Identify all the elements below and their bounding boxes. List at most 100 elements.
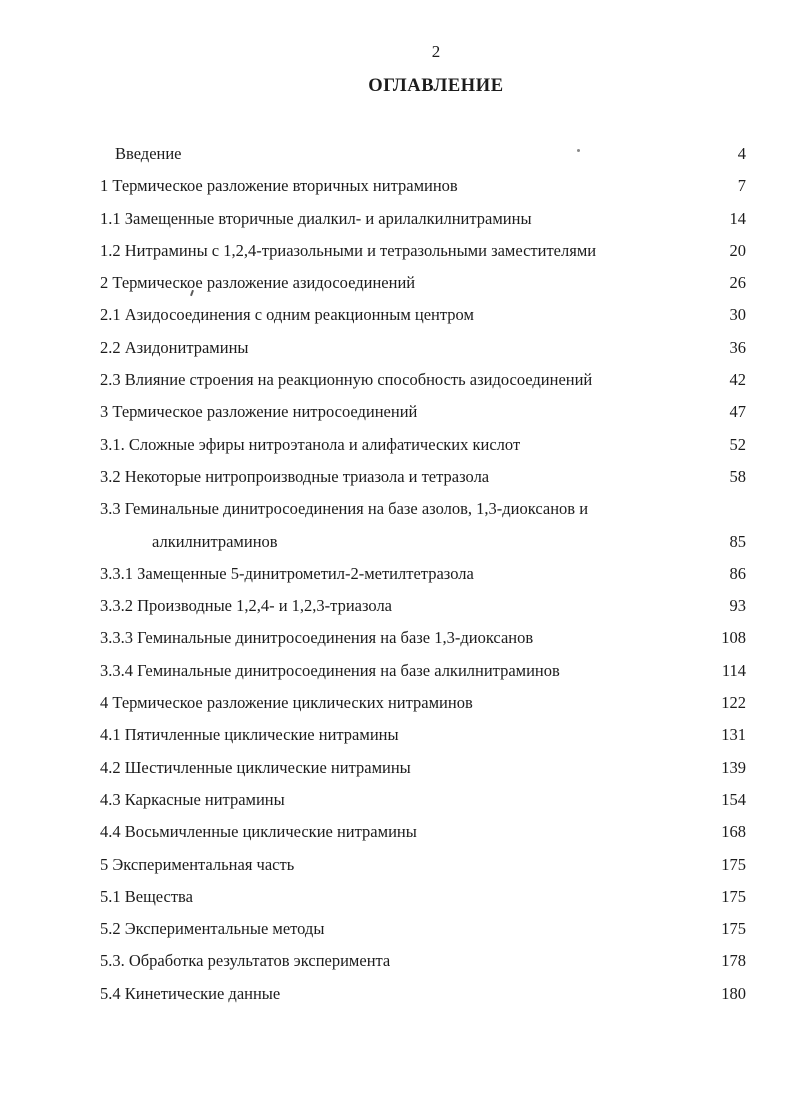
toc-entry-text: 5.2 Экспериментальные методы: [100, 919, 325, 939]
toc-entry: 2.2 Азидонитрамины 36: [100, 332, 746, 364]
toc-entry: 1.2 Нитрамины с 1,2,4-триазольными и тет…: [100, 235, 746, 267]
toc-entry-label: 3.3.4 Геминальные динитросоединения на б…: [100, 655, 712, 687]
toc-entry: 5 Экспериментальная часть 175: [100, 849, 746, 881]
toc-entry-text: 3.2 Некоторые нитропроизводные триазола …: [100, 466, 490, 486]
toc-entry: 1 Термическое разложение вторичных нитра…: [100, 170, 746, 202]
toc-entry-text: 2 Термическое разложение азидосоединений: [100, 273, 416, 293]
toc-entry-text: Введение: [115, 144, 182, 163]
toc-entry-page: 52: [729, 434, 747, 454]
toc-entry-label: 4.1 Пятичленные циклические нитрамины: [100, 719, 711, 751]
toc-entry-label: 3.3.1 Замещенные 5-динитрометил-2-метилт…: [100, 558, 720, 590]
toc-entry-page: 20: [729, 240, 747, 260]
toc-entry: 2.3 Влияние строения на реакционную спос…: [100, 364, 746, 396]
toc-entry: 2 Термическое разложение азидосоединений…: [100, 267, 746, 299]
toc-entry-text: 3 Термическое разложение нитросоединений: [100, 402, 418, 422]
toc-entry-label: 5.1 Вещества: [100, 881, 711, 913]
toc-entry-page: 85: [729, 531, 747, 551]
toc-entry-text: 4 Термическое разложение циклических нит…: [100, 693, 473, 713]
toc-entry-text: 1.1 Замещенные вторичные диалкил- и арил…: [100, 208, 532, 228]
toc-entry-text: 4.4 Восьмичленные циклические нитрамины: [100, 822, 417, 842]
toc-entry-page: 26: [729, 273, 747, 293]
toc-entry-page: 168: [721, 822, 746, 842]
toc-entry-label: 3.3.2 Производные 1,2,4- и 1,2,3-триазол…: [100, 590, 720, 622]
toc-entry-page: 139: [721, 757, 746, 777]
toc-entry-text: 3.1. Сложные эфиры нитроэтанола и алифат…: [100, 434, 521, 454]
toc-entry-label: 4.4 Восьмичленные циклические нитрамины: [100, 816, 711, 848]
toc-entry: 3.3.3 Геминальные динитросоединения на б…: [100, 622, 746, 654]
toc-entry: 1.1 Замещенные вторичные диалкил- и арил…: [100, 203, 746, 235]
toc-entry-label: 1.1 Замещенные вторичные диалкил- и арил…: [100, 203, 720, 235]
toc-entry-label: 2.3 Влияние строения на реакционную спос…: [100, 364, 720, 396]
toc-entry-page: 47: [729, 402, 747, 422]
toc-entry-text: 3.3.4 Геминальные динитросоединения на б…: [100, 660, 560, 680]
toc-entry: 2.1 Азидосоединения с одним реакционным …: [100, 299, 746, 331]
toc-entry: 4.4 Восьмичленные циклические нитрамины …: [100, 816, 746, 848]
toc-entry-text: 4.2 Шестичленные циклические нитрамины: [100, 757, 411, 777]
toc-entry-page: 42: [729, 370, 747, 390]
toc-entry: 3.3 Геминальные динитросоединения на баз…: [100, 493, 746, 558]
toc-entry-page: 154: [721, 789, 746, 809]
toc-entry: 5.3. Обработка результатов эксперимента …: [100, 945, 746, 977]
toc-entry-text: 2.2 Азидонитрамины: [100, 337, 249, 357]
toc-entry-text: 5.3. Обработка результатов эксперимента: [100, 951, 391, 971]
toc-entry-label: 4.2 Шестичленные циклические нитрамины: [100, 752, 711, 784]
toc-entry-label: 5.2 Экспериментальные методы: [100, 913, 711, 945]
toc-entry-label: 5.3. Обработка результатов эксперимента: [100, 945, 711, 977]
toc-entry-page: 36: [729, 337, 747, 357]
toc-entry-label: 3.2 Некоторые нитропроизводные триазола …: [100, 461, 720, 493]
toc-entry-text: 5 Экспериментальная часть: [100, 854, 295, 874]
toc-entry: 3 Термическое разложение нитросоединений…: [100, 396, 746, 428]
toc-entry-text: 1 Термическое разложение вторичных нитра…: [100, 176, 458, 196]
toc-entry-page: 4: [737, 144, 746, 163]
toc-entry-label: Введение: [100, 138, 728, 170]
toc-entry: 5.1 Вещества 175: [100, 881, 746, 913]
toc-entry: Введение 4: [100, 138, 746, 170]
toc-entry-text: 3.3.2 Производные 1,2,4- и 1,2,3-триазол…: [100, 596, 392, 616]
toc-entry-page: 30: [729, 305, 747, 325]
toc-entry-text: 3.3.3 Геминальные динитросоединения на б…: [100, 628, 534, 648]
toc-entry-page: 122: [721, 693, 746, 713]
toc-entry-label: 3.3 Геминальные динитросоединения на баз…: [100, 493, 720, 558]
toc-entry: 4.2 Шестичленные циклические нитрамины 1…: [100, 752, 746, 784]
toc-entry-label: 1.2 Нитрамины с 1,2,4-триазольными и тет…: [100, 235, 720, 267]
toc-entry-label: 4.3 Каркасные нитрамины: [100, 784, 711, 816]
toc-entry: 3.3.1 Замещенные 5-динитрометил-2-метилт…: [100, 558, 746, 590]
toc-entry-page: 178: [721, 951, 746, 971]
page-header: 2 ОГЛАВЛЕНИЕ: [100, 0, 772, 97]
toc-entry-text: 3.3 Геминальные динитросоединения на баз…: [100, 499, 589, 519]
page-number: 2: [431, 42, 441, 61]
toc-entry-text: 3.3.1 Замещенные 5-динитрометил-2-метилт…: [100, 563, 474, 583]
toc-entry-label: 2.1 Азидосоединения с одним реакционным …: [100, 299, 720, 331]
table-of-contents: Введение 4 1 Термическое разложение втор…: [100, 138, 746, 1010]
toc-entry: 3.3.2 Производные 1,2,4- и 1,2,3-триазол…: [100, 590, 746, 622]
toc-entry-label: 3.1. Сложные эфиры нитроэтанола и алифат…: [100, 429, 720, 461]
toc-entry-text-continuation: алкилнитраминов: [152, 531, 278, 551]
toc-entry-page: 131: [721, 725, 746, 745]
toc-entry-label: 5 Экспериментальная часть: [100, 849, 711, 881]
toc-entry-label: 2 Термическое разложение азидосоединений: [100, 267, 720, 299]
toc-entry-label: 3.3.3 Геминальные динитросоединения на б…: [100, 622, 711, 654]
page-title: ОГЛАВЛЕНИЕ: [368, 76, 504, 96]
toc-entry-page: 93: [729, 596, 747, 616]
toc-entry-label: 3 Термическое разложение нитросоединений: [100, 396, 720, 428]
toc-entry-label: 4 Термическое разложение циклических нит…: [100, 687, 711, 719]
toc-entry: 3.3.4 Геминальные динитросоединения на б…: [100, 655, 746, 687]
toc-entry: 3.2 Некоторые нитропроизводные триазола …: [100, 461, 746, 493]
toc-entry-text: 5.4 Кинетические данные: [100, 983, 281, 1003]
toc-entry: 5.2 Экспериментальные методы 175: [100, 913, 746, 945]
toc-entry-label: 5.4 Кинетические данные: [100, 978, 711, 1010]
toc-entry: 4.3 Каркасные нитрамины 154: [100, 784, 746, 816]
toc-entry-page: 58: [729, 466, 747, 486]
toc-entry-page: 175: [721, 919, 746, 939]
scan-artifact-dot: [577, 149, 580, 152]
toc-entry: 3.1. Сложные эфиры нитроэтанола и алифат…: [100, 429, 746, 461]
toc-entry-page: 14: [729, 208, 747, 228]
toc-entry-text: 2.1 Азидосоединения с одним реакционным …: [100, 305, 474, 325]
toc-entry-page: 86: [729, 563, 747, 583]
toc-entry-label: 2.2 Азидонитрамины: [100, 332, 720, 364]
toc-entry-text: 4.1 Пятичленные циклические нитрамины: [100, 725, 399, 745]
toc-entry-page: 7: [737, 176, 746, 196]
toc-entry-text: 4.3 Каркасные нитрамины: [100, 789, 285, 809]
toc-entry-text: 5.1 Вещества: [100, 886, 193, 906]
